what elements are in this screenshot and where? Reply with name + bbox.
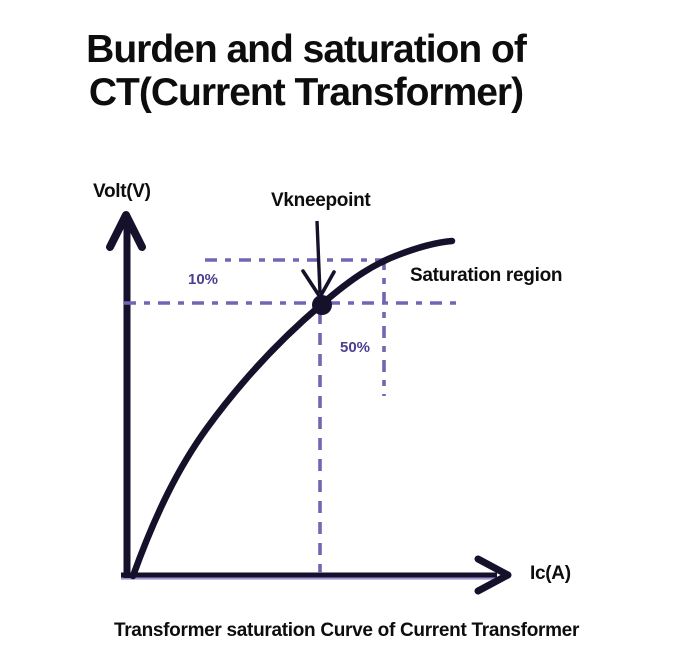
saturation-region-label: Saturation region: [410, 265, 563, 286]
figure-caption: Transformer saturation Curve of Current …: [113, 620, 580, 641]
percent-50-label: 50%: [340, 339, 371, 356]
percent-10-label: 10%: [188, 271, 219, 288]
page-title: Burden and saturation of CT(Current Tran…: [48, 28, 564, 114]
page-title-line1: Burden and saturation of: [86, 28, 527, 71]
x-axis-label: Ic(A): [530, 563, 571, 584]
y-axis-arrowhead: [106, 211, 146, 251]
page-title-line2: CT(Current Transformer): [88, 71, 524, 114]
saturation-curve: [129, 237, 456, 580]
kneepoint-label: Vkneepoint: [271, 190, 371, 211]
x-axis-arrowhead: [474, 555, 512, 595]
knee-arrow-shaft: [315, 220, 322, 294]
knee-arrowhead: [301, 269, 336, 299]
knee-point-dot: [312, 295, 332, 315]
y-axis-label: Volt(V): [93, 181, 151, 202]
